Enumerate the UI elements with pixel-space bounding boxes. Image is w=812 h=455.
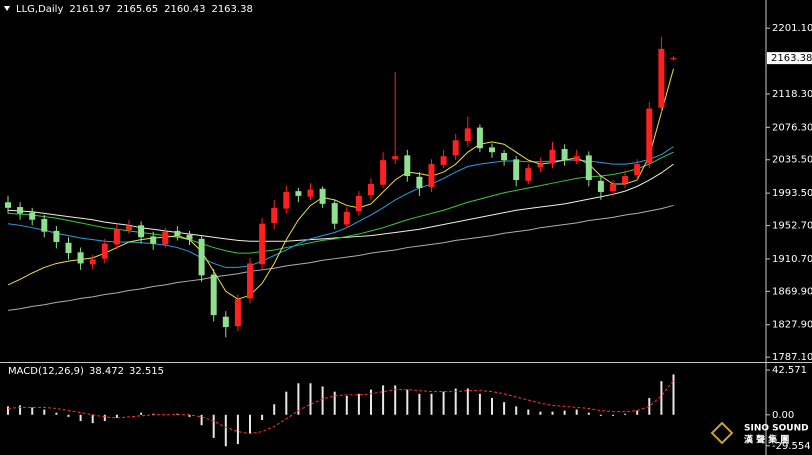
candle-body (247, 263, 253, 299)
y-tick-label: 1993.50 (772, 188, 812, 199)
candle-body (404, 155, 411, 177)
current-price: 2163.38 (771, 53, 812, 64)
candle-body (186, 234, 193, 240)
y-tick-label: 2035.50 (772, 155, 812, 166)
candle-body (307, 189, 314, 197)
candle-body (464, 128, 471, 142)
candle-body (368, 183, 374, 196)
y-tick-label: 0.00 (772, 410, 794, 421)
y-tick-label: 1787.10 (772, 352, 812, 363)
logo-name: SINO SOUND (744, 424, 809, 434)
candle-body (537, 164, 544, 168)
candle-body (162, 231, 169, 245)
high-value: 2165.65 (117, 4, 158, 15)
candle-body (343, 211, 350, 225)
candle-body (198, 238, 205, 276)
price-marker (767, 52, 812, 65)
candle-body (271, 207, 278, 223)
logo: SINO SOUND 漢 聲 集 團 (710, 421, 809, 446)
y-tick-label: 1869.90 (772, 286, 812, 297)
candle-body (17, 207, 24, 214)
candle-body (5, 202, 11, 208)
candle-body (634, 164, 641, 176)
candle-body (501, 152, 508, 161)
candle-body (416, 176, 423, 188)
candle-body (513, 159, 520, 181)
candle-body (452, 140, 459, 156)
signal-value: 32.515 (129, 366, 164, 377)
indicator-name: MACD(12,26,9) (8, 366, 84, 377)
candle-body (174, 230, 181, 236)
indicator-title: MACD(12,26,9) 38.472 32.515 (8, 366, 164, 377)
low-value: 2160.43 (164, 4, 205, 15)
moving-average (7, 68, 674, 300)
candle-body (65, 242, 72, 254)
candle-body (222, 316, 229, 328)
y-tick-label: 2118.30 (772, 89, 812, 100)
macd-value: 38.472 (89, 366, 124, 377)
candle-body (573, 156, 580, 161)
candle-body (101, 243, 108, 259)
close-value: 2163.38 (211, 4, 252, 15)
y-tick-label: 1827.90 (772, 320, 812, 331)
candle-body (41, 218, 48, 232)
signal-line (7, 380, 674, 435)
candle-body (210, 274, 217, 316)
symbol: LLG,Daily (16, 4, 63, 15)
candle-body (646, 108, 653, 164)
menu-arrow (4, 6, 10, 11)
candle-body (392, 156, 399, 160)
candle-body (476, 127, 483, 149)
candle-body (380, 160, 387, 185)
y-tick-label: 42.571 (772, 365, 807, 376)
candle-body (597, 180, 604, 192)
candle-body (355, 195, 362, 212)
open-value: 2161.97 (69, 4, 110, 15)
logo-subtitle: 漢 聲 集 團 (744, 434, 789, 446)
candle-body (89, 259, 96, 265)
candle-body (234, 299, 241, 327)
candle-body (283, 191, 290, 209)
candle-body (610, 183, 616, 192)
candle-body (53, 230, 60, 242)
y-tick-label: 2076.30 (772, 122, 812, 133)
candle-body (670, 58, 677, 60)
chart-title: LLG,Daily 2161.97 2165.65 2160.43 2163.38 (16, 4, 253, 15)
y-tick-label: -29.554 (772, 441, 811, 452)
candle-body (428, 164, 435, 188)
candle-body (113, 229, 120, 245)
candle-body (489, 147, 495, 153)
candle-body (658, 48, 665, 108)
candle-body (138, 225, 145, 238)
y-tick-label: 1910.70 (772, 254, 812, 265)
candle-body (150, 236, 157, 244)
candle-body (295, 191, 302, 196)
candle-body (622, 176, 629, 184)
moving-average (7, 204, 674, 311)
candle-body (561, 149, 568, 161)
candle-body (29, 212, 36, 220)
candle-body (525, 168, 532, 181)
y-tick-label: 1952.70 (772, 221, 812, 232)
candle-body (440, 156, 447, 165)
y-tick-label: 2201.10 (772, 23, 812, 34)
candle-body (77, 252, 84, 264)
logo-mark (710, 421, 734, 445)
candle-body (331, 203, 338, 224)
candle-body (319, 188, 326, 204)
candle-body (126, 226, 132, 231)
candle-body (549, 149, 556, 164)
candle-body (585, 155, 592, 181)
candle-body (259, 223, 266, 265)
